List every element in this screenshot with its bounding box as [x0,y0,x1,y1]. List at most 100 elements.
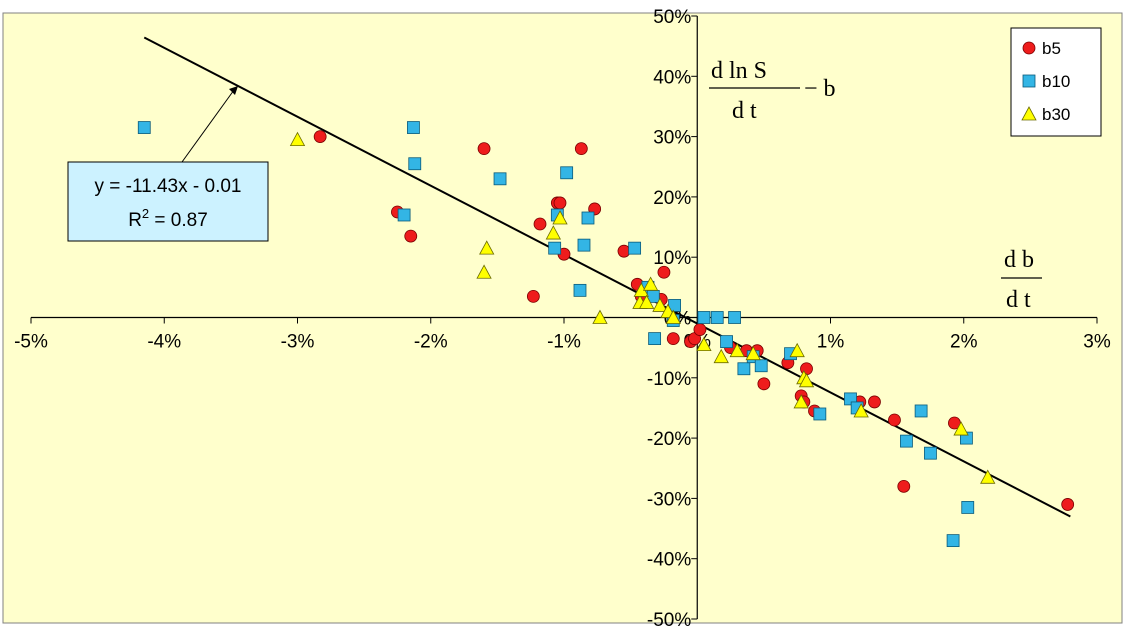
y-tick-label: 50% [653,7,691,28]
legend-marker-b5 [1022,41,1036,55]
data-point-b10 [648,332,662,346]
data-point-b5 [897,479,911,493]
data-point-b10 [961,501,975,514]
data-point-b30 [476,264,492,279]
data-point-b10 [407,121,420,134]
x-tick-label: 3% [1083,332,1111,353]
y-tick-label: 10% [653,248,691,269]
data-points [137,121,1075,548]
y-axis-label-numerator: d ln S [711,58,767,84]
y-tick-label: -40% [647,550,691,571]
data-point-b10 [628,241,642,255]
equation-box [67,161,269,242]
legend-marker-b10 [1022,74,1036,88]
y-axis-label-suffix: − b [804,76,836,102]
data-point-b30 [853,403,869,418]
legend-item-b10: b10 [1022,72,1070,91]
data-point-b30 [980,469,996,484]
data-point-b10 [924,446,937,460]
x-axis-label-numerator: d b [1004,247,1034,273]
y-tick-label: 20% [653,188,691,209]
data-point-b10 [946,534,960,548]
legend-item-b30: b30 [1021,105,1070,124]
x-tick-label: -2% [414,332,448,353]
y-tick-label: -50% [647,610,691,629]
legend-marker-b30 [1021,106,1037,121]
data-point-b5 [533,217,547,231]
legend-label: b10 [1042,72,1070,91]
data-point-b10 [737,362,751,376]
data-point-b30 [745,345,761,361]
annotation-arrowhead [229,86,238,95]
x-tick-label: -4% [147,332,181,353]
data-point-b10 [900,434,913,448]
data-point-b10 [548,241,562,255]
legend: b5 b10 b30 [1010,27,1102,137]
legend-label: b30 [1042,105,1070,124]
data-point-b5 [888,413,901,427]
trendline-annotation: y = -11.43x - 0.01 R2 = 0.87 [67,86,269,242]
series-b30 [289,131,996,484]
data-point-b30 [592,309,608,324]
equation-label: y = -11.43x - 0.01 [95,176,242,197]
data-point-b30 [696,336,712,352]
data-point-b5 [868,395,881,409]
trendline-group [143,36,1071,518]
data-point-b10 [493,172,507,186]
data-point-b5 [313,130,327,144]
trendline [143,36,1071,518]
series-b10 [137,121,975,548]
data-point-b30 [665,309,681,324]
data-point-b30 [652,297,668,312]
data-point-b30 [793,394,809,409]
data-point-b5 [574,142,588,156]
data-point-b10 [577,238,591,252]
data-point-b10 [573,283,587,297]
data-point-b10 [813,407,827,421]
x-tick-label: -5% [14,332,48,353]
data-point-b30 [953,421,969,436]
data-point-b5 [657,265,671,279]
data-point-b5 [1061,498,1075,511]
data-point-b10 [720,335,733,349]
annotation-arrow-line [181,89,235,163]
data-point-b30 [289,131,306,147]
data-point-b5 [553,196,567,210]
data-point-b30 [642,276,659,291]
y-axis-label: d ln S d t − b [709,58,836,124]
data-point-b10 [710,311,724,324]
legend-label: b5 [1042,39,1061,58]
data-point-b5 [693,323,707,336]
data-point-b10 [560,166,574,180]
data-point-b30 [552,210,568,225]
y-tick-label: -10% [647,369,691,390]
x-axis-label-denominator: d t [1006,287,1031,313]
data-point-b30 [798,372,815,388]
y-axis-label-denominator: d t [732,98,757,124]
data-point-b10 [408,157,422,171]
x-tick-label: -1% [547,332,581,353]
data-point-b5 [477,142,491,156]
y-tick-label: 30% [653,128,691,149]
legend-item-b5: b5 [1022,39,1061,58]
data-point-b10 [728,311,741,324]
y-tick-label: 40% [653,67,691,88]
x-axis-label: d b d t [1001,247,1042,313]
data-point-b5 [404,229,418,243]
data-point-b10 [581,211,595,225]
y-tick-label: -20% [647,429,691,450]
data-point-b30 [729,342,745,358]
y-tick-label: -30% [647,489,691,510]
data-point-b10 [754,359,768,373]
r-squared-label: R2 = 0.87 [128,206,208,231]
data-point-b10 [137,121,151,134]
data-point-b30 [789,342,805,358]
data-point-b10 [397,208,411,222]
data-point-b5 [526,289,540,303]
data-point-b5 [666,332,680,346]
data-point-b30 [545,225,562,240]
data-point-b30 [638,294,655,309]
data-point-b10 [697,311,711,324]
data-point-b30 [713,348,729,364]
